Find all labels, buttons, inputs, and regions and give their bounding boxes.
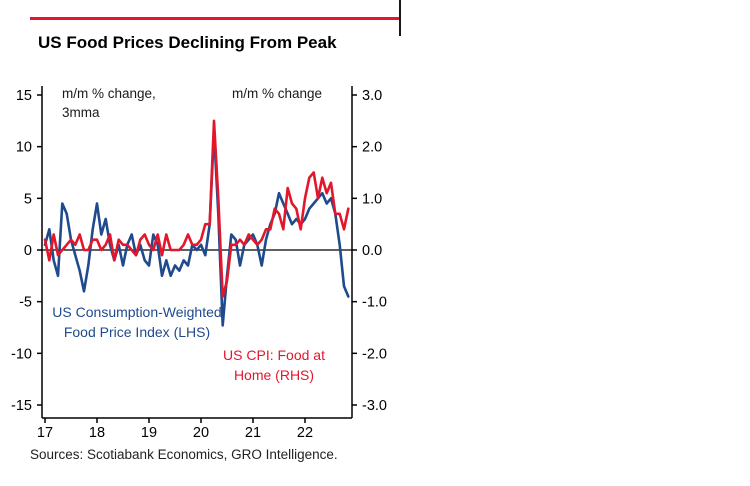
svg-text:5: 5 xyxy=(24,191,32,207)
blue-series-label: US Consumption-Weighted Food Price Index… xyxy=(52,304,222,340)
lhs-axis-caption: m/m % change, 3mma xyxy=(62,84,156,122)
svg-text:15: 15 xyxy=(16,88,32,104)
svg-text:-3.0: -3.0 xyxy=(362,398,387,414)
red-series-label: US CPI: Food at Home (RHS) xyxy=(223,347,325,383)
svg-text:-15: -15 xyxy=(11,398,32,414)
chart-title: US Food Prices Declining From Peak xyxy=(38,33,337,52)
svg-text:2.0: 2.0 xyxy=(362,140,382,156)
svg-text:-5: -5 xyxy=(19,295,32,311)
svg-text:20: 20 xyxy=(193,425,209,441)
svg-text:18: 18 xyxy=(89,425,105,441)
svg-text:17: 17 xyxy=(37,425,53,441)
lhs-axis-caption-line1: m/m % change, xyxy=(62,86,156,101)
svg-text:3.0: 3.0 xyxy=(362,88,382,104)
svg-text:1.0: 1.0 xyxy=(362,191,382,207)
lhs-axis-caption-line2: 3mma xyxy=(62,105,100,120)
svg-text:22: 22 xyxy=(297,425,313,441)
svg-text:19: 19 xyxy=(141,425,157,441)
svg-text:10: 10 xyxy=(16,140,32,156)
svg-text:-2.0: -2.0 xyxy=(362,346,387,362)
svg-text:0.0: 0.0 xyxy=(362,243,382,259)
svg-text:21: 21 xyxy=(245,425,261,441)
red-top-rule xyxy=(30,17,400,20)
sources-note: Sources: Scotiabank Economics, GRO Intel… xyxy=(30,447,338,462)
svg-text:0: 0 xyxy=(24,243,32,259)
rhs-axis-caption: m/m % change xyxy=(232,86,323,101)
svg-text:-1.0: -1.0 xyxy=(362,295,387,311)
column-divider-line xyxy=(399,0,401,36)
svg-text:-10: -10 xyxy=(11,346,32,362)
